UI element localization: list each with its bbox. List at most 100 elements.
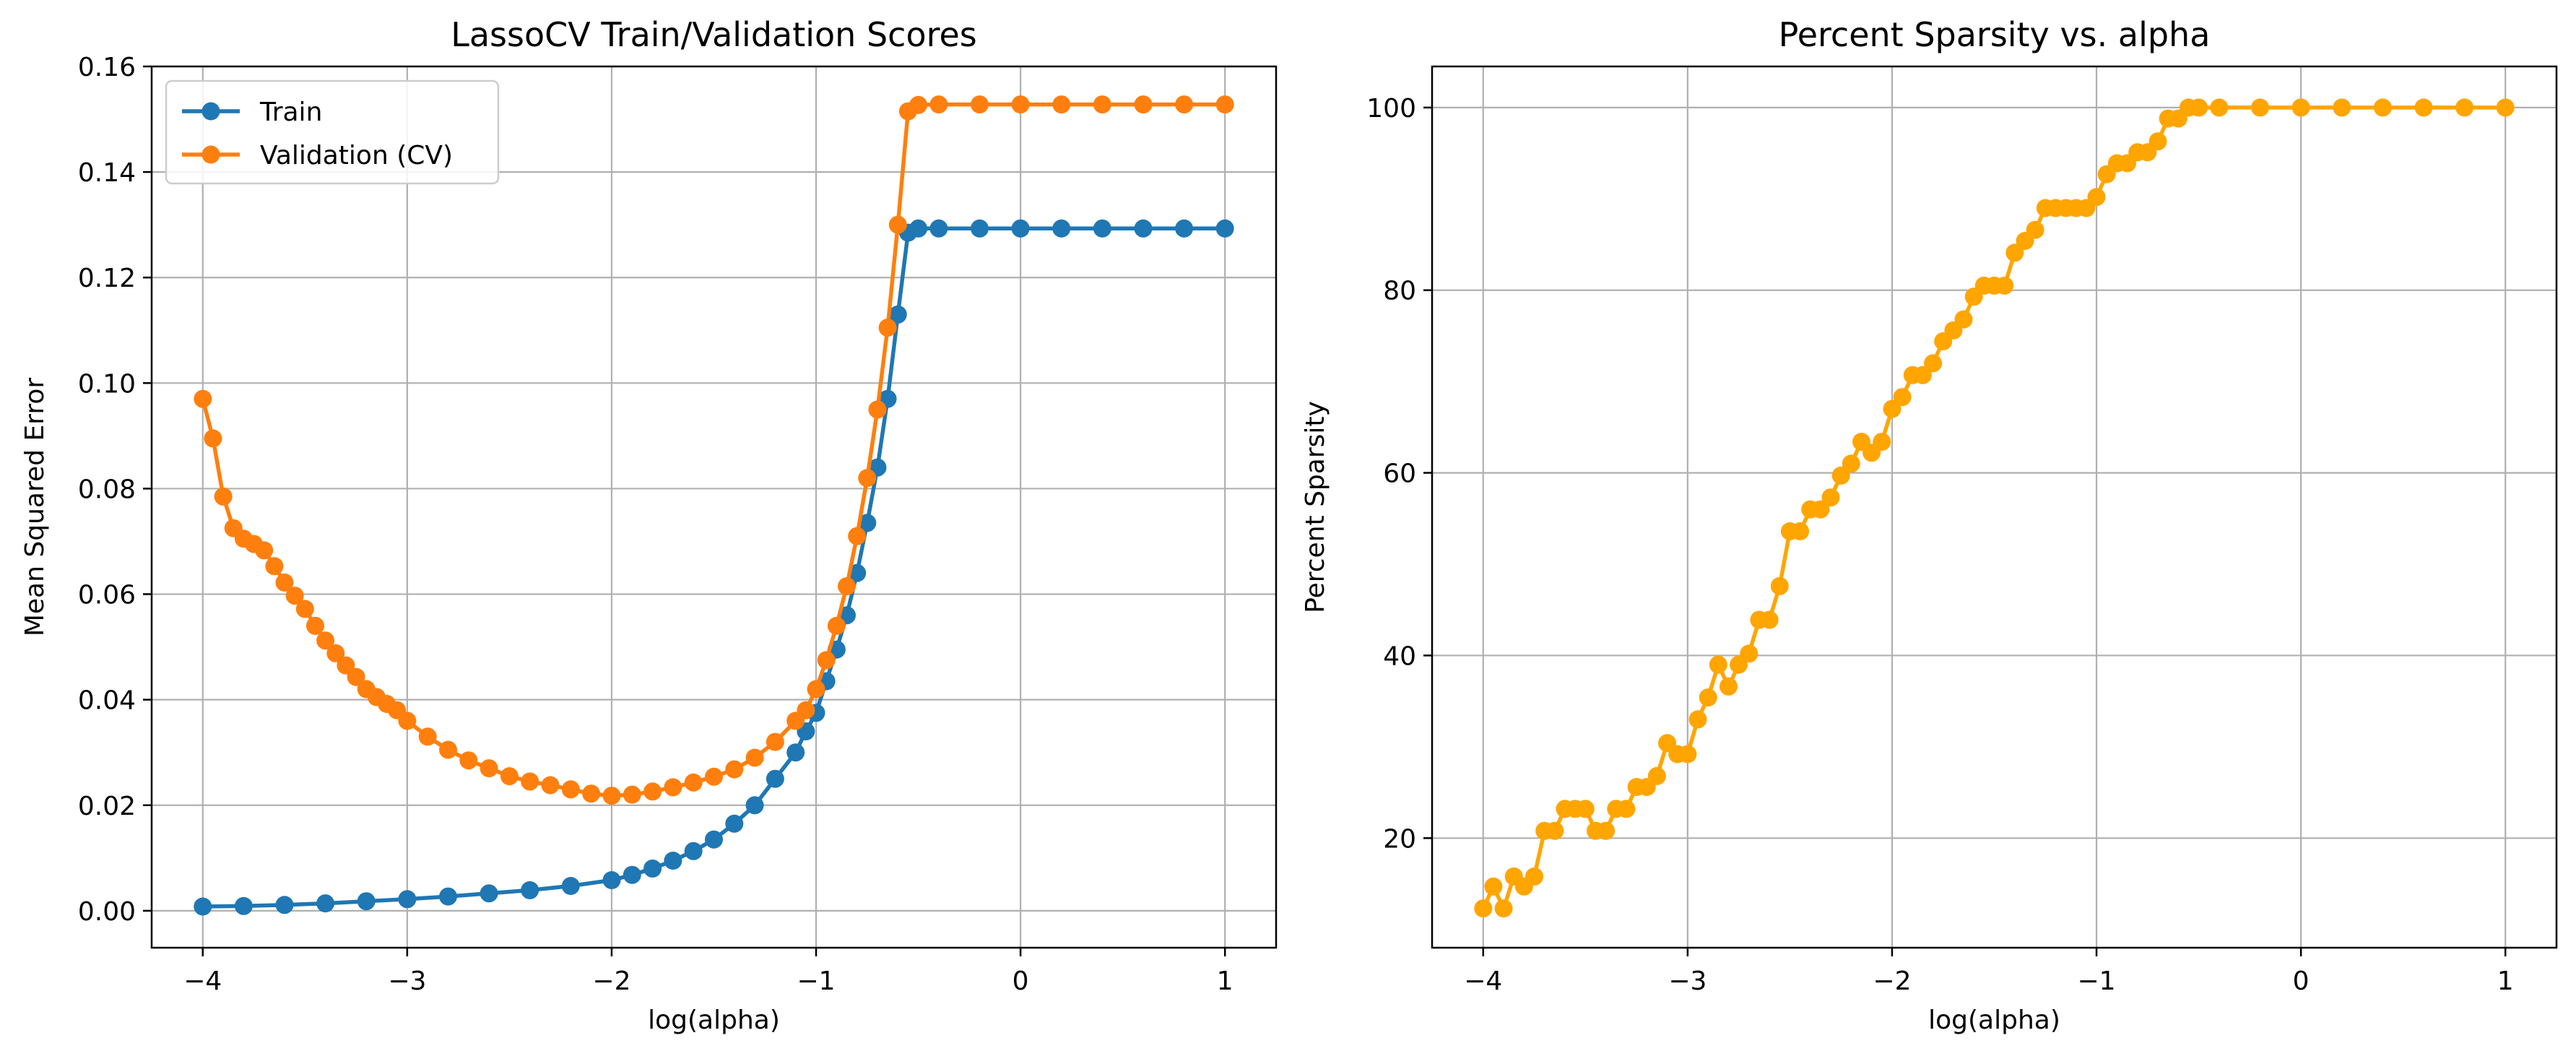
- chart-1-x-axis: −4 −3 −2 −1 0 1: [1464, 948, 2514, 996]
- chart-0-series-1-point: [214, 487, 233, 506]
- chart-1-x-tick-label: 0: [2293, 966, 2310, 996]
- chart-0-series-1-point: [807, 680, 825, 698]
- chart-0-series-0-point: [745, 796, 764, 815]
- chart-0-series-1-point: [1134, 95, 1153, 114]
- chart-0-legend-swatch-marker: [201, 145, 220, 164]
- chart-0-series-1-point: [1215, 95, 1234, 114]
- chart-0-series-0-point: [1011, 219, 1030, 238]
- chart-1-x-tick-label: −4: [1464, 966, 1502, 996]
- chart-0-legend-label: Train: [259, 98, 322, 127]
- chart-1-series-0-point: [1699, 688, 1717, 707]
- chart-0-series-1-point: [1011, 95, 1030, 114]
- chart-0-series-1-point: [817, 651, 836, 670]
- chart-1-series-0-point: [1647, 766, 1666, 785]
- chart-0-series-1-point: [878, 319, 897, 337]
- chart-0-series-1-point: [285, 587, 304, 605]
- chart-0-series-0: [194, 219, 1234, 916]
- chart-0-series-1-point: [418, 727, 437, 746]
- chart-1-y-tick-label: 60: [1383, 459, 1416, 489]
- chart-0-series-1-point: [868, 400, 887, 419]
- chart-0-legend: Train Validation (CV): [165, 79, 500, 185]
- chart-0-plot-area: [152, 66, 1276, 948]
- chart-0-series-0-point: [1052, 219, 1071, 238]
- chart-0-series-0-point: [888, 305, 907, 324]
- chart-1-series-0-point: [2496, 98, 2515, 117]
- chart-0-series-0-point: [1093, 219, 1111, 238]
- chart-0-series-1-point: [1175, 95, 1194, 114]
- chart-0-series-0-point: [194, 897, 212, 916]
- chart-1-series-0-point: [2087, 188, 2106, 207]
- chart-1-series-0-point: [1924, 354, 1943, 373]
- chart-1-series-0-point: [1545, 821, 1564, 840]
- chart-0-series-1-point: [725, 760, 744, 779]
- chart-1-series-0-point: [1474, 899, 1493, 918]
- chart-0-y-tick-label: 0.04: [78, 686, 136, 716]
- chart-0-series-1-point: [316, 631, 335, 650]
- chart-1-plot-area: [1432, 66, 2557, 948]
- chart-0-series-1-point: [582, 784, 601, 803]
- chart-1-series-0-point: [1954, 310, 1973, 329]
- chart-1-series-0-point: [1494, 899, 1513, 918]
- chart-1-series-0-point: [2333, 98, 2351, 117]
- chart-1-x-tick-label: −3: [1668, 966, 1707, 996]
- chart-0-series-0-point: [786, 743, 805, 762]
- chart-1-series-0-point: [2026, 220, 2044, 239]
- chart-0-series-1: [194, 95, 1234, 805]
- chart-0-series-1-point: [439, 740, 457, 759]
- chart-1-x-tick-label: −2: [1873, 966, 1911, 996]
- chart-1-series-0-point: [1913, 366, 1932, 384]
- chart-0-series-0-point: [858, 514, 877, 532]
- chart-0-series-1-point: [194, 389, 212, 408]
- chart-1-series-0-point: [1883, 399, 1901, 418]
- chart-0-x-tick-label: 1: [1217, 966, 1233, 996]
- chart-0-grid: [152, 65, 1276, 948]
- chart-0-series-0-point: [561, 877, 580, 895]
- chart-0-series-1-point: [684, 773, 703, 792]
- chart-1-series-0-point: [1893, 388, 1912, 407]
- chart-0-series-1-point: [909, 95, 928, 114]
- chart-0-series-0-point: [602, 871, 621, 889]
- chart-0-series-0-point: [664, 852, 682, 870]
- chart-0-legend-label: Validation (CV): [260, 141, 453, 170]
- chart-1-series-0-point: [2291, 98, 2310, 117]
- chart-0-series-0-point: [929, 219, 948, 238]
- chart-0-series-0-point: [909, 219, 928, 238]
- chart-0-series-1-point: [326, 644, 345, 662]
- chart-0-series-1-point: [797, 701, 815, 719]
- chart-0-frame: [150, 65, 1278, 949]
- chart-0-series-0-point: [316, 894, 335, 913]
- chart-0-y-tick-label: 0.02: [78, 792, 136, 821]
- chart-0-series-1-point: [204, 429, 222, 448]
- chart-0-series-1-point: [602, 787, 621, 805]
- chart-0-series-1-point: [827, 616, 846, 635]
- chart-0-series-0-point: [725, 814, 744, 833]
- chart-0-series-1-point: [255, 541, 274, 560]
- chart-0-series-0-point: [705, 830, 723, 849]
- chart-0-legend-swatch-marker: [201, 102, 220, 121]
- chart-0-series-1-point: [347, 667, 365, 686]
- chart-0-y-tick-label: 0.08: [78, 475, 136, 504]
- chart-0-y-tick-label: 0.12: [78, 264, 136, 293]
- chart-1-x-tick-label: −1: [2078, 966, 2116, 996]
- chart-0-y-tick-label: 0.10: [78, 369, 136, 399]
- chart-0-series-0-point: [848, 563, 867, 582]
- chart-0-series-1-point: [643, 782, 662, 801]
- chart-0-series-1-point: [500, 767, 519, 786]
- chart-0-legend-box: [165, 79, 500, 185]
- chart-0-series-1-point: [561, 780, 580, 799]
- chart-1-series-0-point: [1842, 454, 1860, 473]
- chart-1-x-tick-label: 1: [2497, 966, 2514, 996]
- chart-0-x-tick-label: −3: [388, 966, 426, 996]
- chart-0-series-1-point: [766, 732, 784, 751]
- chart-0-series-1-point: [888, 215, 907, 234]
- chart-0-y-axis-label: Mean Squared Error: [20, 378, 50, 637]
- chart-1-series-0-point: [1719, 677, 1738, 696]
- chart-0-series-0-point: [623, 865, 641, 884]
- chart-1-series-0-point: [1484, 877, 1503, 896]
- chart-1-y-tick-label: 100: [1366, 94, 1416, 124]
- chart-0-series-0-point: [643, 859, 662, 878]
- chart-0-series-1-point: [971, 95, 989, 114]
- chart-0-series-0-point: [234, 896, 253, 915]
- chart-0-series-1-point: [838, 577, 856, 596]
